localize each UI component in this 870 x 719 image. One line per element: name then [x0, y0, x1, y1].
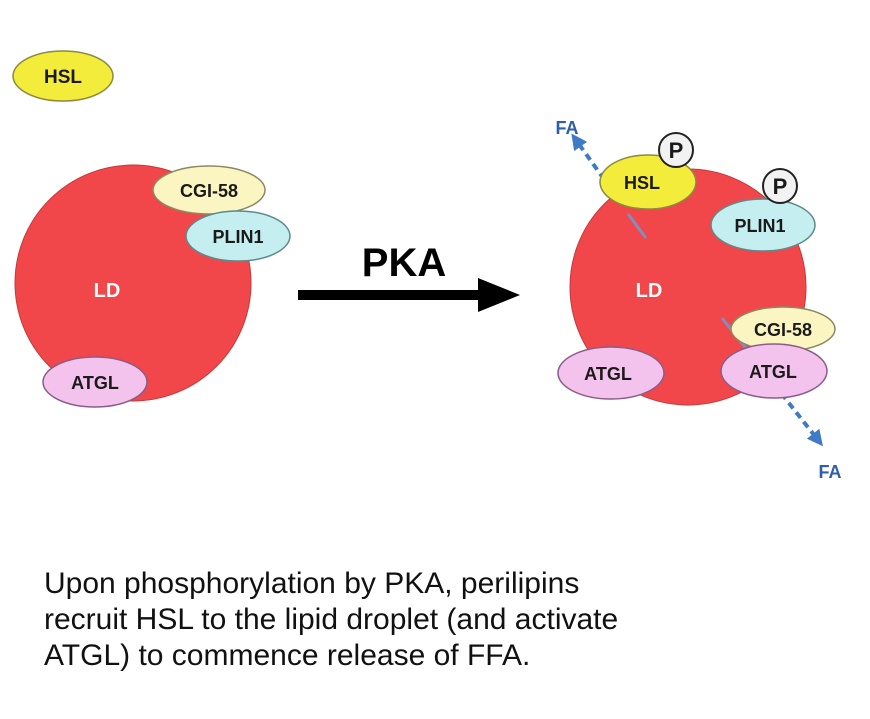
right-atgl-right-label: ATGL	[749, 362, 797, 382]
right-atgl-left: ATGL	[557, 346, 665, 400]
right-cgi58: CGI-58	[730, 306, 836, 352]
right-hsl-label: HSL	[624, 173, 660, 193]
fa-label-bottom: FA	[818, 462, 841, 482]
free-hsl-label: HSL	[44, 67, 82, 88]
pka-arrow: PKA	[298, 241, 520, 312]
right-state: LD HSL P PLIN1 P CGI-58	[555, 118, 841, 482]
left-cgi58-label: CGI-58	[180, 181, 238, 201]
hsl-phospho-badge: P	[658, 132, 694, 168]
left-atgl-label: ATGL	[71, 373, 119, 393]
caption: Upon phosphorylation by PKA, perilipins …	[44, 566, 844, 674]
left-atgl: ATGL	[42, 356, 148, 408]
left-ld-label: LD	[94, 280, 121, 302]
free-hsl: HSL	[12, 50, 114, 102]
caption-line-3: ATGL) to commence release of FFA.	[44, 639, 531, 672]
right-atgl-right: ATGL	[720, 343, 828, 399]
fa-arrow-up-inner	[626, 213, 648, 239]
left-state: HSL LD CGI-58 PLIN1 ATGL	[12, 50, 291, 408]
pka-label: PKA	[362, 241, 446, 285]
left-cgi58: CGI-58	[152, 165, 266, 215]
right-plin1-label: PLIN1	[734, 216, 785, 236]
right-cgi58-label: CGI-58	[754, 320, 812, 340]
caption-line-2: recruit HSL to the lipid droplet (and ac…	[44, 603, 619, 636]
left-plin1-label: PLIN1	[212, 227, 263, 247]
hsl-phospho-label: P	[669, 138, 684, 163]
fa-label-top: FA	[555, 118, 578, 138]
right-hsl: HSL	[599, 154, 697, 210]
caption-line-1: Upon phosphorylation by PKA, perilipins	[44, 567, 580, 600]
right-plin1: PLIN1	[710, 198, 816, 252]
plin1-phospho-label: P	[773, 174, 788, 199]
left-plin1: PLIN1	[185, 210, 291, 262]
plin1-phospho-badge: P	[762, 168, 798, 204]
right-ld-label: LD	[636, 280, 663, 302]
right-atgl-left-label: ATGL	[584, 364, 632, 384]
